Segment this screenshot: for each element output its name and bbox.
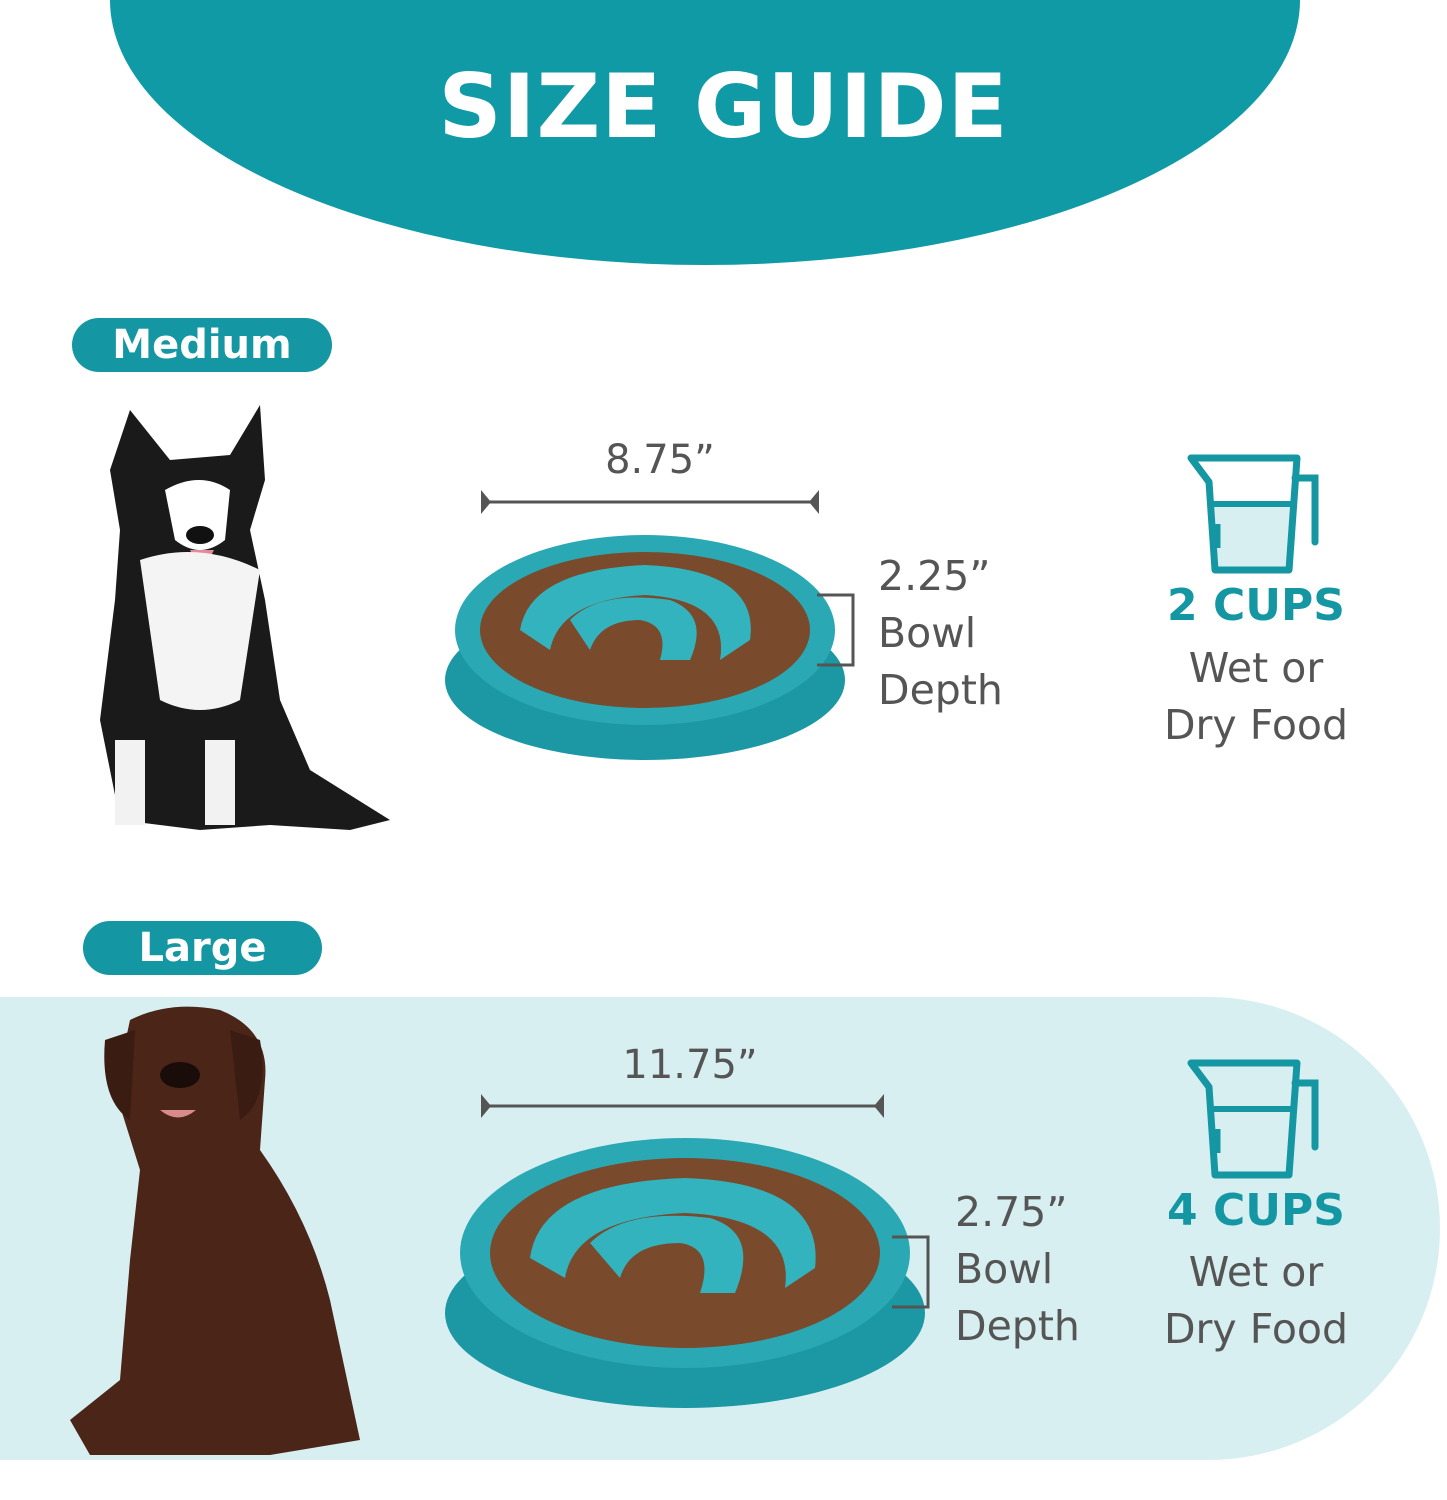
food-type: Wet or Dry Food xyxy=(1126,640,1386,754)
medium-bowl-image xyxy=(445,535,845,760)
food-type-line: Wet or xyxy=(1188,644,1324,692)
width-measurement: 8.75” xyxy=(605,437,715,483)
food-type-line: Dry Food xyxy=(1163,701,1349,749)
capacity: 4 CUPS xyxy=(1167,1185,1345,1236)
depth-label: Depth xyxy=(955,1302,1080,1350)
labrador-photo xyxy=(70,1006,360,1455)
capacity: 2 CUPS xyxy=(1167,580,1345,631)
depth-measurement: 2.25” xyxy=(878,552,991,600)
depth-label: Bowl xyxy=(955,1245,1054,1293)
food-type-line: Wet or xyxy=(1188,1248,1324,1296)
measuring-cup-icon xyxy=(1187,1059,1319,1179)
depth-label: Depth xyxy=(878,666,1003,714)
size-label-medium: Medium xyxy=(72,318,332,372)
depth-measurement: 2.75” xyxy=(955,1188,1068,1236)
measuring-cup-icon xyxy=(1187,454,1319,574)
width-dimension-line xyxy=(481,490,819,514)
depth-label: Bowl xyxy=(878,609,977,657)
food-type-line: Dry Food xyxy=(1163,1305,1349,1353)
large-bowl-image xyxy=(445,1138,925,1408)
depth-info: 2.75” Bowl Depth xyxy=(955,1184,1080,1355)
depth-bracket xyxy=(817,593,855,667)
depth-info: 2.25” Bowl Depth xyxy=(878,548,1003,719)
size-label-large: Large xyxy=(83,921,322,975)
width-measurement: 11.75” xyxy=(622,1042,758,1088)
width-dimension-line xyxy=(481,1094,884,1118)
border-collie-photo xyxy=(100,405,390,830)
page-title: SIZE GUIDE xyxy=(438,55,1009,158)
depth-bracket xyxy=(892,1235,930,1309)
food-type: Wet or Dry Food xyxy=(1126,1244,1386,1358)
